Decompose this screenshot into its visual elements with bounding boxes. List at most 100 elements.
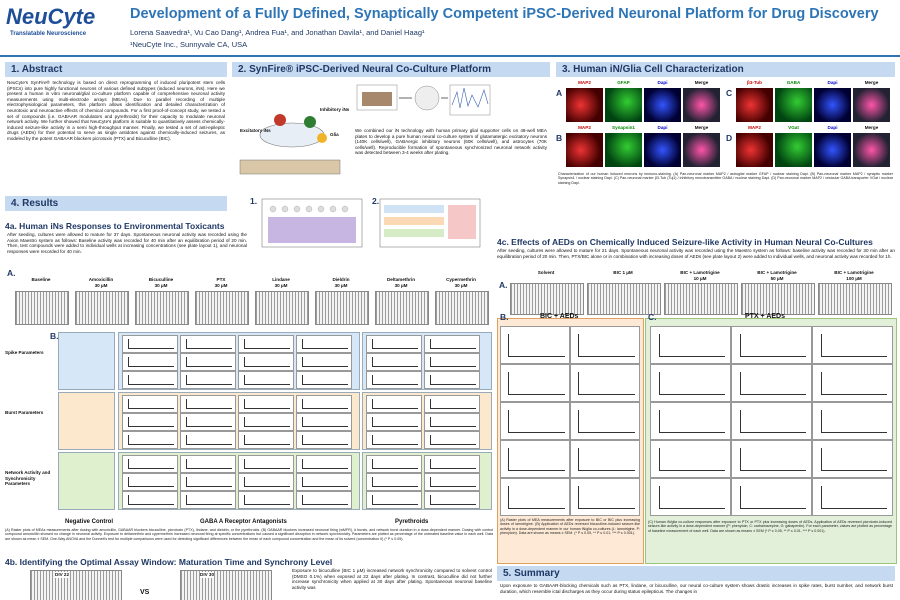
- mini-plot: [122, 371, 178, 389]
- panel-letter: A.: [7, 268, 16, 278]
- mini-plot: [424, 473, 480, 491]
- panel-letter: A.: [499, 280, 508, 290]
- affiliation: ¹NeuCyte Inc., Sunnyvale CA, USA: [130, 40, 248, 49]
- group-label: Pyrethroids: [395, 519, 429, 525]
- mini-plot: [366, 431, 422, 449]
- group-label: Negative Control: [65, 519, 114, 525]
- diagram-label: Inhibitory iNs: [320, 107, 350, 112]
- mini-plot: [366, 395, 422, 413]
- mini-plot: [570, 478, 640, 516]
- mini-plot: [366, 491, 422, 509]
- mini-plot: [122, 413, 178, 431]
- mini-plot: [812, 440, 893, 478]
- row-band: [58, 392, 115, 450]
- diagram-label: Excitatory iNs: [240, 128, 271, 133]
- vs-label: VS: [140, 589, 150, 596]
- panel-letter: A: [556, 88, 563, 98]
- compound-label: Deltamethrin: [386, 277, 416, 282]
- mini-plot: [296, 353, 352, 371]
- mini-plot: [424, 431, 480, 449]
- figure-caption: (C) Human iN/glia co-culture responses a…: [648, 520, 892, 533]
- mini-plot: [500, 326, 570, 364]
- row-band: [362, 332, 492, 390]
- bar-chart-grid: [650, 326, 893, 516]
- mini-plot: [812, 402, 893, 440]
- bar-chart-grid: [500, 326, 640, 516]
- mini-plot: [122, 395, 178, 413]
- section-text: After seeding, cultures were allowed to …: [497, 248, 895, 259]
- micrograph: [814, 88, 851, 122]
- panel-letter: B.: [50, 331, 59, 341]
- figure-caption: Characterization of our human induced ne…: [558, 172, 893, 185]
- mini-plot: [238, 413, 294, 431]
- mini-plot: [122, 455, 178, 473]
- raster-plot: [15, 291, 69, 325]
- micrograph: [853, 133, 890, 167]
- row-band: [118, 452, 360, 510]
- mini-plot: [650, 440, 731, 478]
- row-band: [58, 332, 115, 390]
- compound-label: Baseline: [31, 277, 51, 282]
- mini-plot: [570, 364, 640, 402]
- mini-plot: [500, 440, 570, 478]
- micrograph: [775, 133, 812, 167]
- mini-plot: [238, 353, 294, 371]
- section-text: After seeding, cultures were allowed to …: [7, 232, 247, 254]
- compound-label: Cypermethrin: [446, 277, 476, 282]
- compound-label: 30 µM: [274, 283, 288, 288]
- stain-label: GFAP: [617, 80, 630, 85]
- mini-plot: [122, 431, 178, 449]
- mini-plot: [180, 491, 236, 509]
- row-label: Burst Parameters: [5, 410, 44, 415]
- mini-plot: [238, 455, 294, 473]
- raster-plot: [255, 291, 309, 325]
- mini-plot: [731, 326, 812, 364]
- mini-plot: [366, 353, 422, 371]
- stain-label: Merge: [864, 125, 879, 130]
- stain-label: Merge: [694, 80, 709, 85]
- micrograph: [683, 88, 720, 122]
- raster-plot: [30, 570, 122, 600]
- mini-plot: [122, 335, 178, 353]
- condition-label: 10 µM: [693, 276, 707, 281]
- mini-plot: [424, 371, 480, 389]
- condition-label: 100 µM: [846, 276, 862, 281]
- raster-plot: [818, 283, 892, 315]
- mini-plot: [424, 455, 480, 473]
- condition-label: BIC + Lamotrigine: [680, 270, 720, 275]
- mini-plot: [180, 473, 236, 491]
- mini-plot: [122, 473, 178, 491]
- compound-label: Dieldrin: [332, 277, 350, 282]
- stain-label: Dapi: [827, 80, 838, 85]
- section-header: 4. Results: [5, 196, 227, 211]
- compound-label: 30 µM: [94, 283, 108, 288]
- mini-plot: [238, 431, 294, 449]
- panel-letter: C: [726, 88, 733, 98]
- mini-plot: [650, 364, 731, 402]
- raster-plot: [75, 291, 129, 325]
- raster-row: Baseline Amoxicillin 30 µM Bicuculline 30 µM…: [5, 277, 495, 327]
- mini-plot: [180, 335, 236, 353]
- compound-label: Bicuculline: [148, 277, 174, 282]
- micrograph: [566, 133, 603, 167]
- mini-plot: [180, 455, 236, 473]
- section-header: 3. Human iN/Glia Cell Characterization: [556, 62, 895, 77]
- stain-label: Merge: [864, 80, 879, 85]
- panel-title: PTX + AEDs: [745, 313, 786, 320]
- mini-plot: [500, 364, 570, 402]
- stain-label: Merge: [694, 125, 709, 130]
- mini-plot: [500, 402, 570, 440]
- figure-caption: (A) Raster plots of MEAs measurements af…: [5, 528, 493, 541]
- logo: NeuCyte: [6, 4, 96, 29]
- mini-plot: [500, 478, 570, 516]
- mini-plot: [180, 395, 236, 413]
- raster-plot: [435, 291, 489, 325]
- mini-plot: [366, 473, 422, 491]
- section-header: 2. SynFire® iPSC-Derived Neural Co-Cultu…: [232, 62, 550, 77]
- row-band: [118, 332, 360, 390]
- mini-plot: [296, 371, 352, 389]
- mini-plot: [731, 402, 812, 440]
- mini-plot: [238, 395, 294, 413]
- figure-caption: (A) Raster plots of MEA measurements aft…: [500, 518, 640, 536]
